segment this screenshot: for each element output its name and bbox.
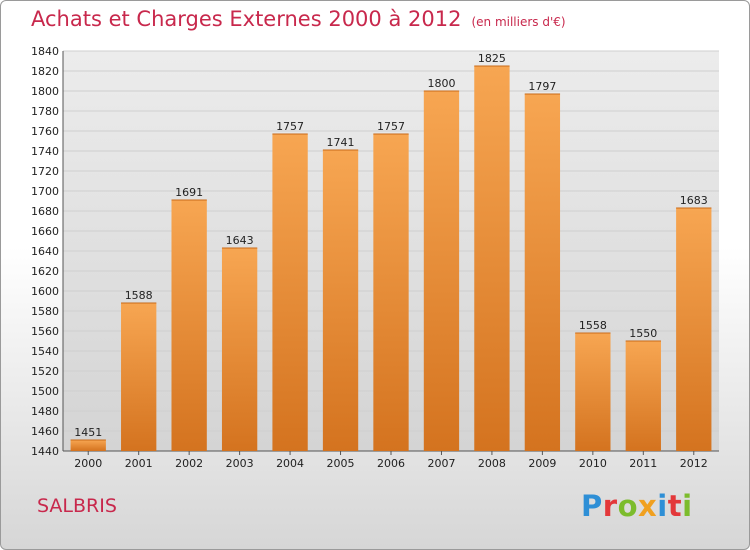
y-tick-label: 1840: [31, 45, 59, 58]
x-tick-label: 2010: [579, 457, 607, 470]
data-label: 1588: [125, 289, 153, 302]
bar: [676, 208, 712, 451]
y-tick-label: 1520: [31, 365, 59, 378]
x-tick-label: 2012: [680, 457, 708, 470]
y-tick-label: 1700: [31, 185, 59, 198]
y-tick-label: 1560: [31, 325, 59, 338]
x-tick-label: 2006: [377, 457, 405, 470]
x-tick-label: 2009: [528, 457, 556, 470]
data-label: 1558: [579, 319, 607, 332]
x-tick-label: 2000: [74, 457, 102, 470]
logo-letter: t: [667, 489, 683, 523]
y-tick-label: 1680: [31, 205, 59, 218]
x-tick-label: 2003: [226, 457, 254, 470]
bar: [70, 440, 106, 451]
bar: [474, 66, 510, 451]
data-label: 1691: [175, 186, 203, 199]
x-tick-label: 2008: [478, 457, 506, 470]
y-tick-label: 1500: [31, 385, 59, 398]
data-label: 1797: [528, 80, 556, 93]
bar: [121, 303, 157, 451]
y-tick-label: 1580: [31, 305, 59, 318]
chart-unit: (en milliers d'€): [471, 15, 566, 29]
x-tick-label: 2004: [276, 457, 304, 470]
bar: [221, 248, 258, 451]
y-tick-label: 1460: [31, 425, 59, 438]
bar: [373, 134, 409, 451]
logo-letter: i: [682, 489, 693, 523]
logo-letter: P: [581, 489, 603, 523]
bar: [272, 134, 308, 451]
y-tick-label: 1640: [31, 245, 59, 258]
y-tick-label: 1800: [31, 85, 59, 98]
bar: [322, 150, 359, 451]
y-tick-label: 1440: [31, 445, 59, 458]
city-name: SALBRIS: [37, 495, 117, 517]
bar: [625, 341, 661, 451]
chart-title-text: Achats et Charges Externes 2000 à 2012: [31, 7, 462, 31]
x-tick-label: 2001: [125, 457, 153, 470]
data-label: 1757: [377, 120, 405, 133]
data-label: 1825: [478, 52, 506, 65]
y-tick-label: 1820: [31, 65, 59, 78]
bar: [575, 333, 611, 451]
data-label: 1643: [226, 234, 254, 247]
x-tick-label: 2011: [629, 457, 657, 470]
data-label: 1451: [74, 426, 102, 439]
data-label: 1683: [680, 194, 708, 207]
bar: [171, 200, 207, 451]
y-tick-label: 1480: [31, 405, 59, 418]
x-tick-label: 2002: [175, 457, 203, 470]
y-tick-label: 1760: [31, 125, 59, 138]
logo-letter: o: [617, 489, 639, 523]
y-tick-label: 1740: [31, 145, 59, 158]
chart-title: Achats et Charges Externes 2000 à 2012 (e…: [31, 7, 566, 31]
y-tick-label: 1720: [31, 165, 59, 178]
y-tick-label: 1780: [31, 105, 59, 118]
data-label: 1757: [276, 120, 304, 133]
logo-letter: i: [657, 489, 668, 523]
data-label: 1550: [629, 327, 657, 340]
bars: 1451 1588 1691 1643 1757 1741 1757 1800 1825 1797…: [70, 52, 712, 451]
y-tick-label: 1660: [31, 225, 59, 238]
x-tick-label: 2005: [327, 457, 355, 470]
data-label: 1741: [327, 136, 355, 149]
proxiti-logo[interactable]: Proxiti: [581, 489, 693, 523]
data-label: 1800: [427, 77, 455, 90]
x-axis: 2000 2001 2002 2003 2004 2005 2006 2007 2008 2009…: [74, 451, 708, 470]
logo-letter: r: [602, 489, 618, 523]
x-tick-label: 2007: [427, 457, 455, 470]
y-tick-label: 1620: [31, 265, 59, 278]
bar: [524, 94, 561, 451]
logo-letter: x: [638, 489, 658, 523]
bar: [423, 91, 460, 451]
y-tick-label: 1540: [31, 345, 59, 358]
y-tick-label: 1600: [31, 285, 59, 298]
